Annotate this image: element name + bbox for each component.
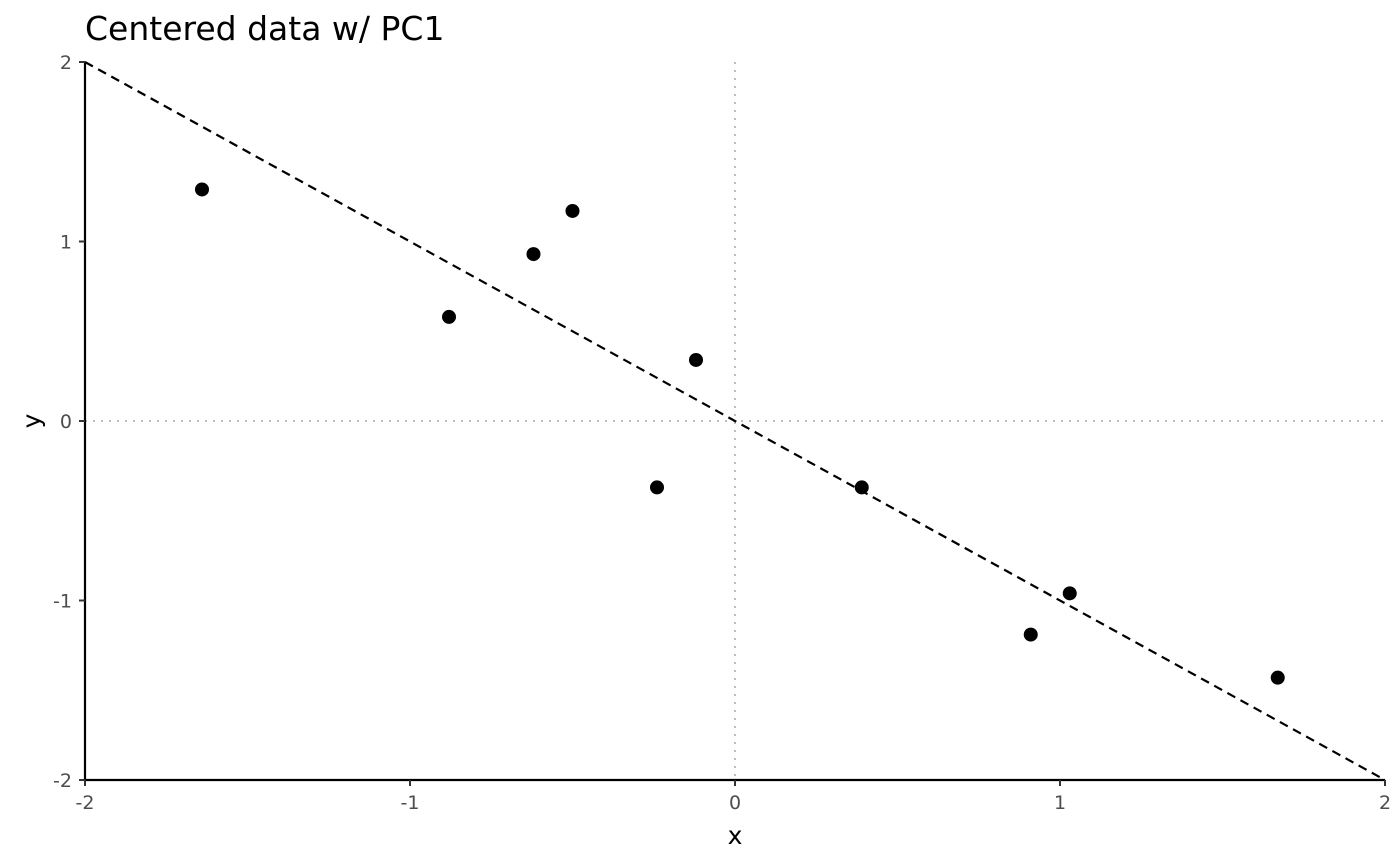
data-point [854, 480, 869, 495]
chart-title: Centered data w/ PC1 [85, 9, 444, 48]
pc1-line [84, 61, 1386, 781]
y-axis-ticks: -2 -1 0 1 2 [53, 52, 85, 792]
y-tick-label: 0 [60, 411, 72, 433]
data-points [195, 182, 1285, 685]
data-point [689, 352, 703, 367]
y-tick-label: 2 [60, 52, 72, 74]
y-axis-title: y [17, 413, 46, 428]
y-tick-label: -1 [53, 591, 72, 613]
x-tick-label: -1 [401, 792, 420, 814]
data-point [195, 182, 209, 197]
data-point [526, 247, 541, 262]
y-tick-label: 1 [60, 232, 72, 254]
x-axis-title: x [728, 821, 743, 850]
data-point [650, 480, 664, 495]
data-point [442, 309, 456, 324]
data-point [1062, 586, 1077, 601]
data-point [1023, 627, 1038, 642]
data-point [1270, 670, 1285, 685]
y-tick-label: -2 [53, 770, 72, 792]
x-axis-ticks: -2 -1 0 1 2 [76, 780, 1391, 814]
x-tick-label: -2 [76, 792, 95, 814]
x-tick-label: 0 [729, 792, 741, 814]
data-point [565, 203, 580, 218]
x-tick-label: 1 [1054, 792, 1066, 814]
pc1-line-group [84, 61, 1386, 781]
x-tick-label: 2 [1379, 792, 1391, 814]
